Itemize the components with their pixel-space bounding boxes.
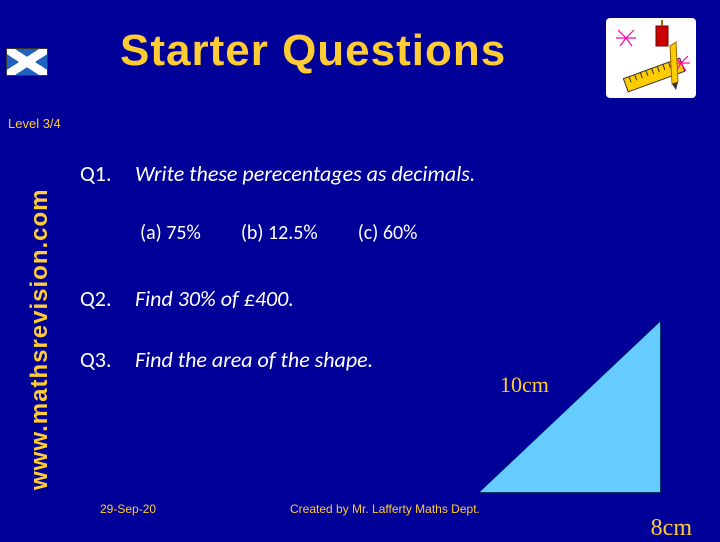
q1-text: Write these perecentages as decimals.: [135, 160, 475, 187]
triangle-shape: 10cm: [480, 302, 680, 492]
questions-block: Q1. Write these perecentages as decimals…: [80, 160, 520, 407]
question-3: Q3. Find the area of the shape.: [80, 346, 520, 373]
q1-part-b: (b) 12.5%: [241, 221, 318, 245]
level-label: Level 3/4: [8, 116, 61, 131]
q2-number: Q2.: [80, 285, 130, 312]
q1-number: Q1.: [80, 160, 130, 187]
question-2: Q2. Find 30% of £400.: [80, 285, 520, 312]
triangle-base-label: 8cm: [651, 515, 692, 542]
q3-text: Find the area of the shape.: [135, 346, 373, 373]
triangle-icon: [480, 322, 660, 492]
q1-part-a: (a) 75%: [140, 221, 201, 245]
question-1: Q1. Write these perecentages as decimals…: [80, 160, 520, 187]
footer-credit: Created by Mr. Lafferty Maths Dept.: [290, 502, 480, 516]
q3-number: Q3.: [80, 346, 130, 373]
scotland-flag-icon: [6, 48, 48, 76]
ruler-firework-icon: [606, 18, 696, 98]
q1-parts: (a) 75% (b) 12.5% (c) 60%: [140, 221, 520, 245]
page-title: Starter Questions: [120, 26, 506, 76]
footer-date: 29-Sep-20: [100, 502, 156, 516]
q1-part-c: (c) 60%: [358, 221, 418, 245]
q2-text: Find 30% of £400.: [135, 285, 294, 312]
side-url: www.mathsrevision.com: [26, 188, 54, 490]
